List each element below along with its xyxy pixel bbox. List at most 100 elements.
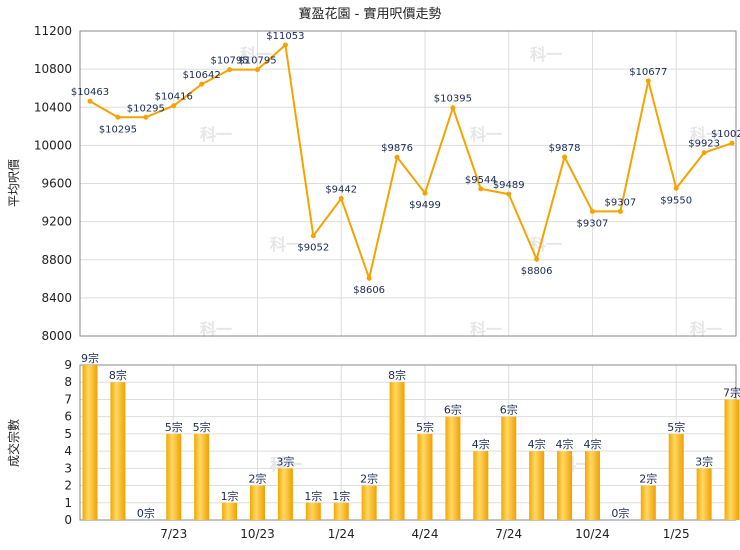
- x-tick-label: 10/23: [240, 527, 275, 541]
- price-point: [199, 81, 205, 87]
- price-series-line: [89, 43, 733, 282]
- volume-bar: [445, 416, 461, 520]
- price-y-tick: 10800: [34, 62, 72, 76]
- volume-bar: [529, 451, 545, 520]
- price-point: [422, 190, 428, 196]
- volume-bar-label: 2宗: [360, 472, 378, 486]
- volume-bar: [305, 502, 321, 520]
- volume-y-tick: 7: [64, 392, 72, 406]
- price-y-tick: 10400: [34, 100, 72, 114]
- volume-bar: [473, 451, 489, 520]
- volume-bar-label: 3宗: [276, 454, 294, 468]
- price-point: [701, 150, 707, 156]
- volume-bar: [724, 399, 740, 520]
- price-y-axis: 8000 8400 8800 9200 9600 10000 10400 10800 11200: [34, 24, 72, 343]
- price-point-label: $9550: [660, 195, 692, 206]
- volume-bar-label: 6宗: [444, 403, 462, 417]
- price-point: [394, 154, 400, 160]
- volume-bar: [333, 502, 349, 520]
- volume-y-tick: 9: [64, 358, 72, 372]
- volume-bar-label: 4宗: [528, 437, 546, 451]
- price-point: [617, 208, 623, 214]
- price-point: [729, 140, 735, 146]
- volume-y-tick: 6: [64, 410, 72, 424]
- volume-bar-label: 0宗: [611, 506, 629, 520]
- volume-bar-label: 1宗: [221, 489, 239, 503]
- price-point: [115, 114, 121, 120]
- price-point-label: $9307: [604, 197, 636, 208]
- watermark: 科一: [200, 320, 232, 339]
- volume-y-tick: 4: [64, 444, 72, 458]
- price-y-tick: 11200: [34, 24, 72, 38]
- volume-y-tick: 5: [64, 427, 72, 441]
- volume-bar: [110, 382, 126, 520]
- price-point-label: $10023: [711, 129, 740, 140]
- volume-y-tick: 1: [64, 496, 72, 510]
- volume-bar-label: 7宗: [723, 385, 740, 399]
- price-point-label: $10395: [434, 94, 472, 105]
- volume-bar: [194, 433, 210, 520]
- x-tick-label: 4/24: [412, 527, 439, 541]
- price-y-tick: 8400: [41, 291, 72, 305]
- volume-bar-label: 5宗: [416, 420, 434, 434]
- price-point: [282, 42, 288, 48]
- watermark: 科一: [530, 45, 562, 64]
- price-point: [450, 105, 456, 111]
- watermark: 科一: [470, 320, 502, 339]
- volume-bar-label: 8宗: [109, 368, 127, 382]
- price-point: [534, 256, 540, 262]
- volume-bar-label: 1宗: [332, 489, 350, 503]
- price-point-label: $10795: [238, 56, 276, 67]
- volume-bar-label: 5宗: [193, 420, 211, 434]
- price-point-label: $9052: [297, 243, 329, 254]
- watermark: 科一: [200, 125, 232, 144]
- price-point-label: $9499: [409, 200, 441, 211]
- volume-bar-label: 1宗: [304, 489, 322, 503]
- price-point: [562, 154, 568, 160]
- price-point: [87, 98, 93, 104]
- volume-bar: [584, 451, 600, 520]
- price-point-label: $9442: [325, 185, 357, 196]
- volume-bar: [389, 382, 405, 520]
- price-point: [645, 78, 651, 84]
- volume-bar-label: 4宗: [472, 437, 490, 451]
- price-point-label: $10295: [127, 103, 165, 114]
- price-point: [478, 186, 484, 192]
- volume-bar-label: 0宗: [137, 506, 155, 520]
- price-point-label: $10295: [99, 124, 137, 135]
- volume-bar-label: 9宗: [81, 351, 99, 365]
- volume-bar-label: 5宗: [667, 420, 685, 434]
- volume-y-tick: 2: [64, 479, 72, 493]
- volume-bar: [668, 433, 684, 520]
- price-y-tick: 9600: [41, 177, 72, 191]
- price-point: [506, 191, 512, 197]
- volume-bar-label: 8宗: [388, 368, 406, 382]
- price-point-label: $9876: [381, 143, 413, 154]
- volume-bar: [696, 468, 712, 520]
- volume-bar: [417, 433, 433, 520]
- price-point-label: $10642: [183, 70, 221, 81]
- volume-bar: [82, 365, 98, 520]
- price-axis-title: 平均呎價: [7, 159, 21, 207]
- volume-bar-label: 6宗: [500, 403, 518, 417]
- volume-y-axis: 0 1 2 3 4 5 6 7 8 9: [64, 358, 72, 527]
- price-y-tick: 8800: [41, 253, 72, 267]
- volume-y-tick: 8: [64, 375, 72, 389]
- price-plot-frame: [79, 30, 737, 337]
- volume-y-tick: 3: [64, 461, 72, 475]
- volume-bar: [501, 416, 517, 520]
- price-point: [589, 208, 595, 214]
- watermark: 科一: [240, 45, 272, 64]
- price-point: [143, 114, 149, 120]
- x-tick-label: 1/25: [663, 527, 690, 541]
- watermark: 科一: [690, 320, 722, 339]
- price-point: [227, 67, 233, 73]
- watermark: 科一: [470, 125, 502, 144]
- price-point-label: $9307: [577, 218, 609, 229]
- price-point-label: $10416: [155, 92, 193, 103]
- price-point-label: $9923: [688, 139, 720, 150]
- price-y-tick: 8000: [41, 329, 72, 343]
- price-point-label: $11053: [266, 31, 304, 42]
